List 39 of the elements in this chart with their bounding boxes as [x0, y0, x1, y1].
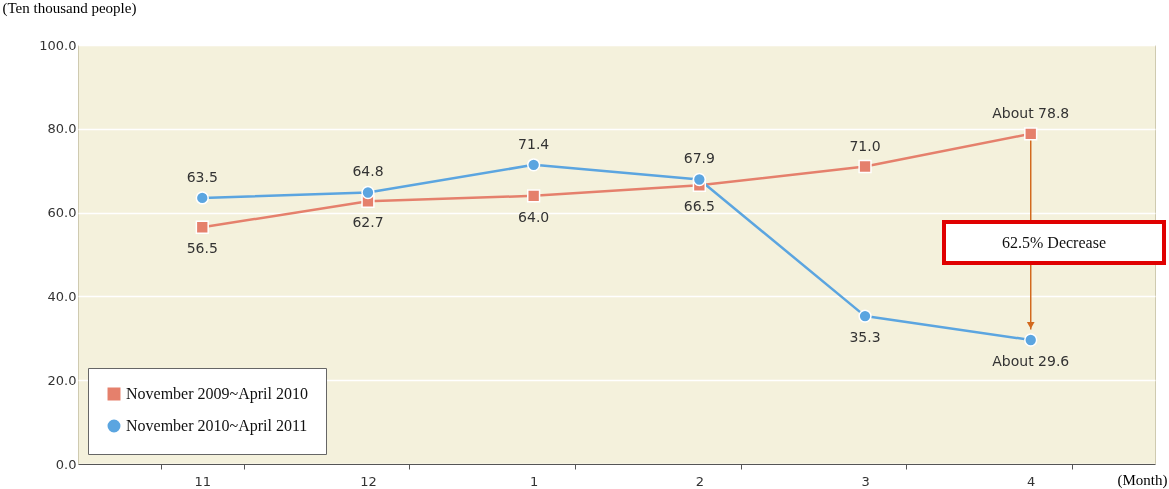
- point: [858, 309, 872, 323]
- x-tick-label: 2: [695, 473, 704, 489]
- x-tick-label: 4: [1027, 473, 1036, 489]
- y-axis-title: (Ten thousand people): [2, 0, 137, 17]
- data-label: 63.5: [186, 168, 218, 185]
- data-label: 62.7: [352, 214, 384, 231]
- y-tick-label: 60.0: [47, 205, 77, 221]
- y-tick-label: 100.0: [39, 37, 77, 53]
- data-label: 64.8: [352, 163, 384, 180]
- data-label: 66.5: [683, 198, 715, 215]
- point: [858, 159, 872, 174]
- x-tick-label: 11: [194, 473, 212, 489]
- y-tick-label: 40.0: [47, 288, 77, 304]
- y-tick-label: 20.0: [47, 372, 77, 388]
- x-axis-title: (Month): [1117, 471, 1168, 489]
- point: [195, 220, 209, 234]
- point: [526, 189, 541, 203]
- data-label: 64.0: [518, 208, 550, 225]
- x-tick-label: 1: [530, 473, 539, 489]
- data-label: 67.9: [683, 150, 715, 167]
- y-tick-label: 80.0: [47, 121, 77, 137]
- data-label: 56.5: [186, 240, 218, 257]
- x-tick-label: 12: [360, 473, 377, 489]
- y-tick-label: 0.0: [55, 456, 77, 472]
- x-tick-label: 3: [861, 473, 870, 489]
- annotation: 62.5% Decrease: [1002, 234, 1106, 251]
- legend-label: November 2010~April 2011: [126, 417, 308, 435]
- data-label: 71.4: [518, 135, 550, 152]
- point: [1024, 127, 1038, 141]
- data-label: About 29.6: [992, 352, 1070, 369]
- point: [526, 158, 541, 172]
- data-label: 35.3: [849, 329, 881, 346]
- data-label: About 78.8: [992, 104, 1070, 121]
- point: [195, 191, 209, 205]
- point: [361, 185, 375, 200]
- data-label: 71.0: [849, 137, 881, 154]
- legend-label: November 2009~April 2010: [126, 385, 308, 403]
- point: [692, 172, 707, 187]
- point: [1024, 333, 1038, 347]
